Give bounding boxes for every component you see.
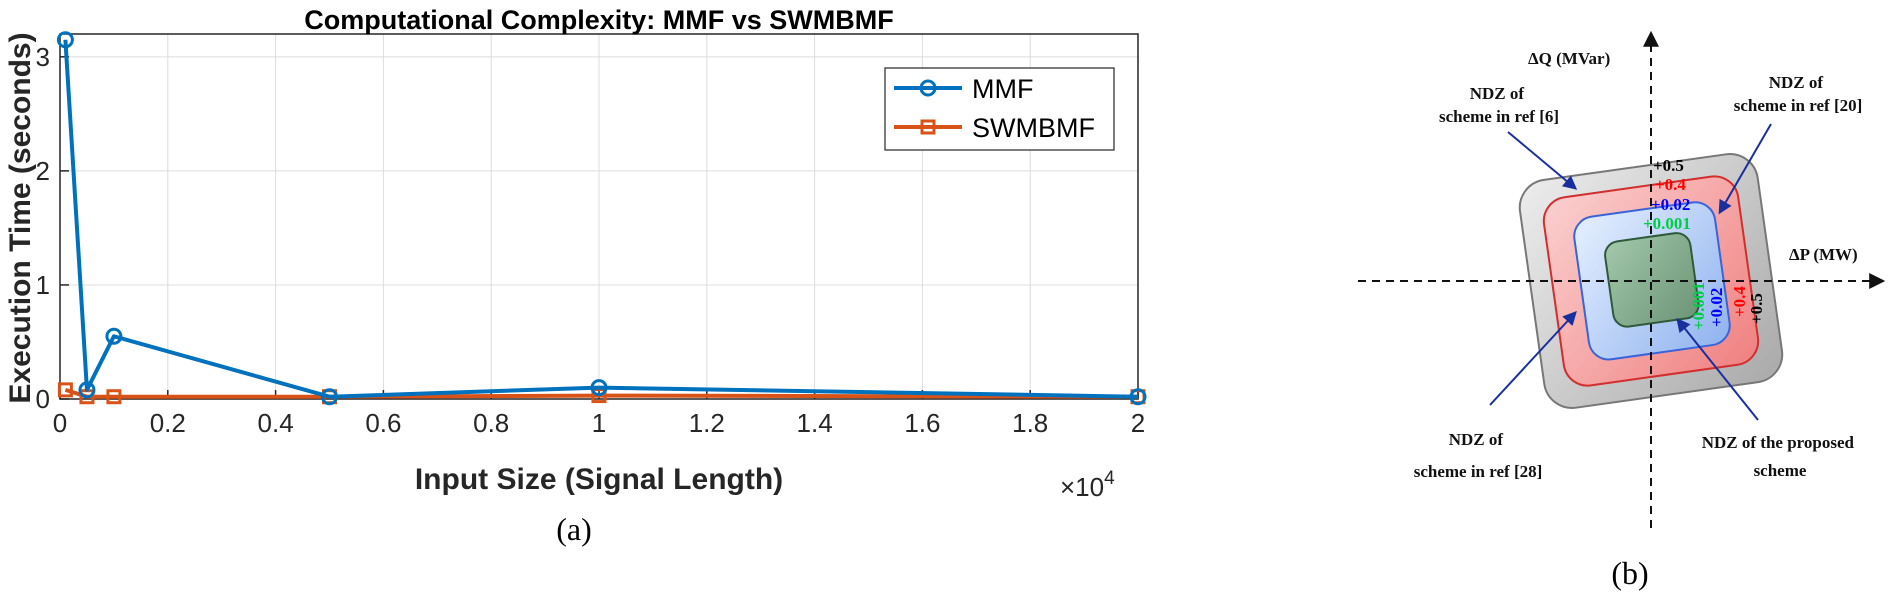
x-tick-labels: 0 0.2 0.4 0.6 0.8 1 1.2 1.4 1.6 1.8 2 [53,408,1145,438]
label-ndz-ref6: NDZ of scheme in ref [6] [1439,84,1559,126]
data-point-mmf [590,379,608,397]
data-point-mmf [1129,388,1147,406]
delta-q-label: ΔQ (MVar) [1528,49,1610,68]
y-tick-label: 1 [36,270,50,300]
label-ndz-ref28: NDZ of scheme in ref [28] [1414,430,1543,481]
arrow-ref6 [1507,131,1578,190]
y-tick-label: 3 [36,42,50,72]
label-ndz-ref20: NDZ of scheme in ref [20] [1734,73,1863,115]
level-proposed-right: +0.001 [1689,282,1708,330]
caption-b: (b) [1611,555,1648,591]
x-tick-label: 1.8 [1012,408,1048,438]
legend-label-swmbmf: SWMBMF [972,113,1095,143]
series-layer [56,31,1147,406]
y-tick-label: 0 [36,384,50,414]
level-ref6-right: +0.5 [1747,293,1766,324]
caption-a: (a) [556,511,592,547]
arrow-proposed [1676,317,1759,421]
zone-proposed [1604,232,1700,328]
legend-marker-mmf [919,79,937,97]
x-tick-label: 1.4 [797,408,833,438]
x-tick-label: 0.8 [473,408,509,438]
x-tick-label: 0 [53,408,67,438]
data-point-mmf [56,31,74,49]
x-tick-label: 0.4 [258,408,294,438]
level-ref20-right: +0.4 [1730,286,1749,317]
data-point-mmf [105,327,123,345]
level-ref28-right: +0.02 [1707,288,1726,327]
data-point-swmbmf [106,389,122,405]
x-axis-label: Input Size (Signal Length) [415,463,783,496]
y-tick-label: 2 [36,156,50,186]
level-ref6-top: +0.5 [1653,156,1684,175]
line-chart-panel: 0 0.2 0.4 0.6 0.8 1 1.2 1.4 1.6 1.8 2 0 1 2 3 Computa… [4,5,1147,547]
data-point-mmf [321,388,338,406]
x-tick-label: 1 [592,408,606,438]
legend-label-mmf: MMF [972,74,1033,104]
y-axis-label: Execution Time (seconds) [4,32,37,403]
level-ref20-top: +0.4 [1655,175,1686,194]
chart-title: Computational Complexity: MMF vs SWMBMF [304,5,894,35]
arrow-ref28 [1489,310,1577,406]
data-point-swmbmf [57,382,73,398]
x-multiplier: ×104 [1060,468,1115,502]
level-ref28-top: +0.02 [1651,195,1690,214]
level-proposed-top: +0.001 [1643,214,1691,233]
x-tick-label: 0.2 [150,408,186,438]
legend: MMF SWMBMF [884,67,1115,151]
ndz-zones [1518,153,1784,409]
ndz-diagram-panel: ΔQ (MVar) ΔP (MW) +0.5 +0.4 +0.02 +0.001… [1358,30,1886,591]
y-tick-labels: 0 1 2 3 [36,42,50,414]
data-point-mmf [78,381,96,399]
legend-marker-swmbmf [920,119,936,135]
x-tick-label: 0.6 [365,408,401,438]
arrow-ref20 [1718,123,1772,215]
x-tick-label: 2 [1131,408,1145,438]
series-line-mmf [63,39,1139,399]
plot-frame [59,33,1139,400]
x-tick-label: 1.6 [904,408,940,438]
x-tick-label: 1.2 [689,408,725,438]
label-ndz-proposed: NDZ of the proposed scheme [1702,433,1858,480]
delta-p-label: ΔP (MW) [1789,245,1858,264]
